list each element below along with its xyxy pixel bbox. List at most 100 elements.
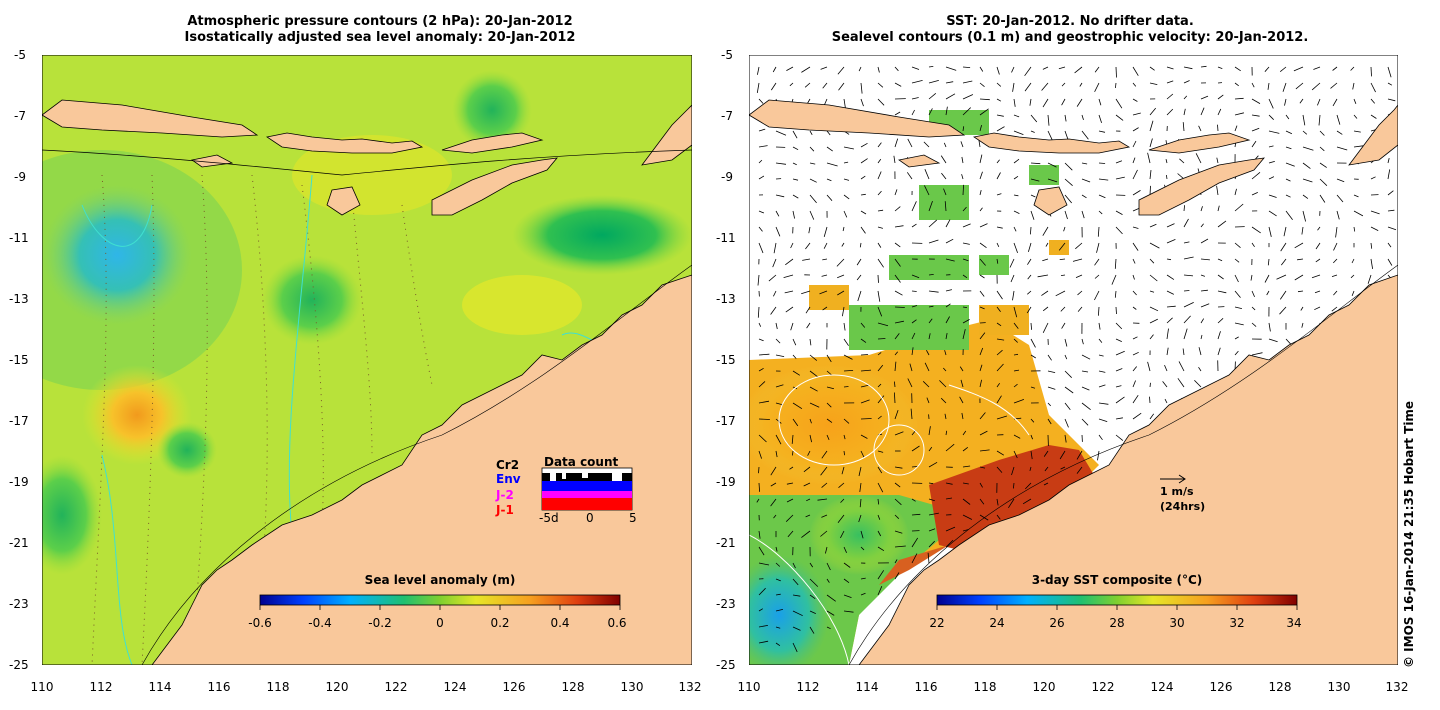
velocity-vector [843,210,848,218]
velocity-vector [792,402,803,410]
velocity-vector [826,562,831,571]
velocity-vector [1063,226,1066,232]
velocity-vector [877,546,885,552]
velocity-vector [1370,210,1380,215]
velocity-vector [1268,130,1280,134]
velocity-vector [1059,258,1066,260]
velocity-vector [945,66,957,71]
velocity-vector [1183,241,1190,244]
velocity-vector [1098,370,1106,373]
velocity-vector [786,66,794,71]
velocity-vector [809,370,819,378]
velocity-vector [806,322,811,329]
velocity-vector [979,364,983,372]
velocity-vector [1098,402,1109,405]
velocity-vector [962,306,968,308]
velocity-vector [826,610,835,616]
right-x-tick: 130 [1327,680,1351,694]
velocity-vector [928,426,931,436]
velocity-vector [791,434,794,444]
velocity-vector [775,226,781,237]
velocity-vector [877,514,881,520]
velocity-vector [843,370,854,372]
velocity-vector [768,274,777,282]
right-y-tick: -7 [721,109,733,123]
velocity-vector [792,162,797,166]
velocity-vector [979,171,983,180]
velocity-vector [1370,258,1373,269]
velocity-vector [826,194,833,201]
left-x-tick: 110 [30,680,54,694]
velocity-vector [979,207,983,212]
velocity-vector [962,446,969,452]
velocity-vector [757,66,760,75]
velocity-vector [1217,274,1224,280]
velocity-vector [1132,351,1139,356]
velocity-vector [1162,381,1168,388]
velocity-vector [1115,396,1125,404]
velocity-vector [979,223,988,228]
right-x-tick: 126 [1209,680,1233,694]
legend-j2: J-2 [496,488,514,502]
velocity-vector [1350,66,1355,71]
australia-landmass [151,274,692,665]
velocity-vector [837,514,845,524]
sst-tick-4: 28 [1109,616,1125,630]
velocity-vector [979,430,988,436]
velocity-vector [860,82,863,94]
velocity-vector [1183,80,1190,84]
velocity-vector [1315,258,1321,263]
velocity-vector [962,498,971,505]
velocity-vector [1026,306,1032,314]
velocity-vector [843,178,850,181]
velocity-vector [1030,338,1036,348]
velocity-vector [758,400,770,404]
velocity-vector [1217,318,1224,324]
velocity-scale-sublabel: (24hrs) [1160,500,1206,513]
right-australia-landmass [858,274,1398,665]
velocity-vector [1030,450,1033,460]
velocity-vector [1387,169,1391,180]
velocity-vector [773,514,777,519]
velocity-vector [1387,242,1392,248]
right-y-tick: -5 [721,48,733,62]
velocity-vector [1064,370,1072,378]
velocity-vector [1008,498,1015,509]
velocity-vector [996,514,1001,520]
velocity-vector [822,306,828,311]
velocity-vector [792,194,799,199]
velocity-vector [1285,210,1293,220]
velocity-vector [809,402,820,408]
velocity-vector [979,124,982,132]
velocity-vector [1147,152,1151,164]
velocity-vector [804,82,811,88]
velocity-vector [894,206,901,212]
velocity-vector [1030,162,1041,165]
velocity-vector [877,258,884,268]
velocity-vector [996,258,999,264]
velocity-vector [1200,95,1209,100]
velocity-vector [1251,127,1260,132]
velocity-vector [823,226,828,238]
velocity-vector [1072,258,1083,262]
sst-tick-3: 26 [1049,616,1065,630]
velocity-vector [792,210,795,219]
velocity-vector [962,329,966,340]
velocity-vector [1132,82,1137,87]
velocity-vector [1234,125,1238,132]
velocity-vector [843,578,850,584]
velocity-vector [1311,82,1321,91]
velocity-vector [826,386,835,390]
velocity-vector [1061,82,1066,87]
velocity-vector [758,226,763,232]
velocity-vector [837,274,845,279]
velocity-vector [1333,290,1338,296]
velocity-vector [944,413,947,420]
left-x-tick: 120 [325,680,349,694]
velocity-vector [1149,413,1155,420]
velocity-vector [877,274,879,283]
velocity-vector [1098,162,1106,164]
velocity-vector [1285,130,1293,135]
velocity-vector [877,415,882,420]
velocity-vector [1064,434,1067,443]
